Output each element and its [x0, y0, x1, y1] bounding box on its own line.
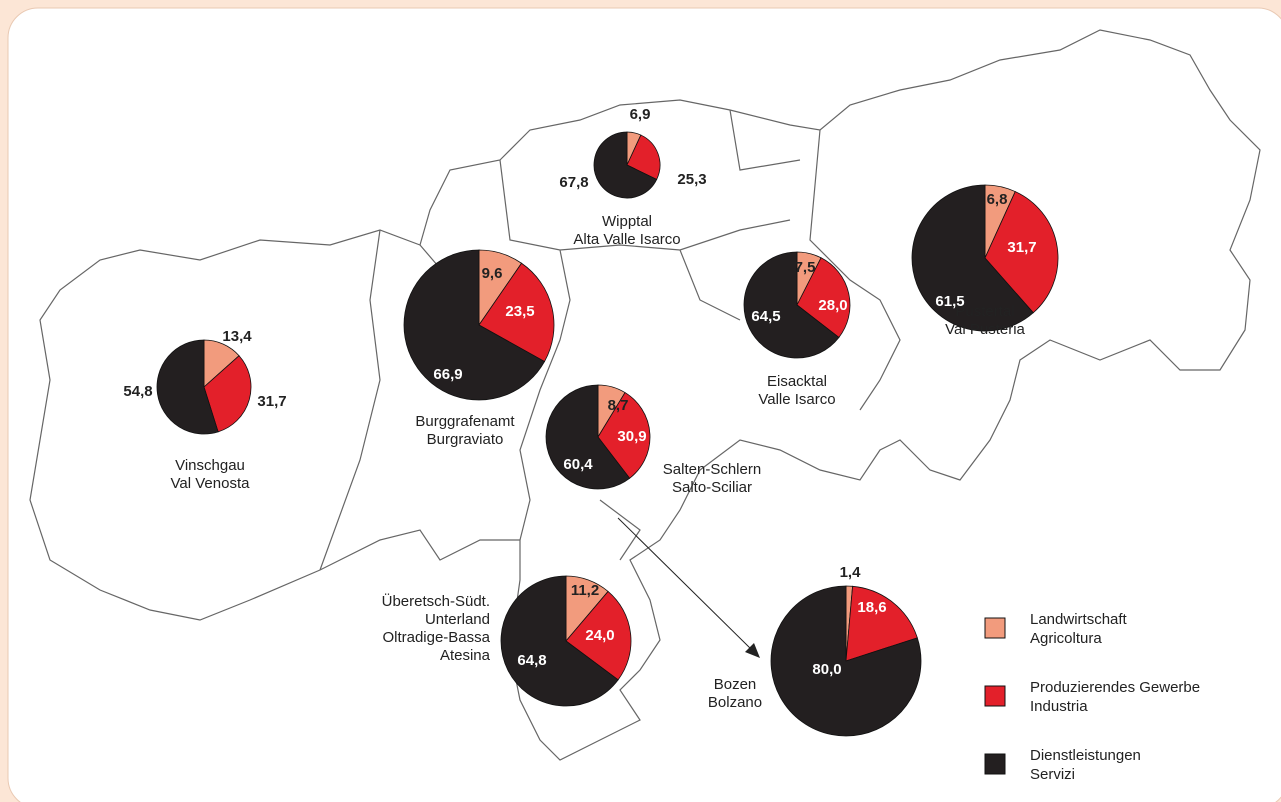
region-name: Atesina	[440, 647, 491, 664]
region-name: Überetsch-Südt.	[382, 592, 490, 610]
region-name: Vinschgau	[175, 457, 245, 474]
pie-slice	[796, 257, 851, 339]
value-label: 13,4	[222, 328, 252, 345]
value-label: 8,7	[608, 397, 629, 414]
value-label: 18,6	[857, 599, 886, 616]
region-name: Burgraviato	[427, 431, 504, 448]
value-label: 6,8	[987, 191, 1008, 208]
value-label: 31,7	[257, 393, 286, 410]
value-label: 28,0	[818, 297, 847, 314]
value-label: 66,9	[433, 366, 462, 383]
pie-slice	[545, 384, 631, 490]
legend-label: Servizi	[1030, 766, 1075, 783]
value-label: 80,0	[812, 661, 841, 678]
value-label: 11,2	[571, 582, 599, 599]
region-name: Bozen	[714, 676, 757, 693]
value-label: 25,3	[677, 171, 706, 188]
value-label: 60,4	[563, 456, 593, 473]
pie-slice	[984, 191, 1059, 314]
region-name: Wipptal	[602, 213, 652, 230]
region-name: Salto-Sciliar	[672, 479, 752, 496]
region-name: Bolzano	[708, 694, 762, 711]
pie-slice	[565, 590, 632, 681]
pie-slice	[593, 131, 658, 199]
value-label: 64,5	[751, 308, 780, 325]
pie-slice	[156, 339, 219, 435]
region-name: Salten-Schlern	[663, 461, 761, 478]
arrow-head	[745, 643, 760, 658]
pie-slice	[203, 355, 252, 433]
pie-slice	[500, 575, 619, 707]
value-label: 23,5	[505, 303, 534, 320]
region-name: Val Venosta	[171, 475, 251, 492]
value-label: 9,6	[482, 265, 503, 282]
value-label: 1,4	[840, 564, 862, 581]
pie-slice	[626, 134, 661, 180]
legend-swatch	[984, 617, 1006, 639]
legend-label: Dienstleistungen	[1030, 747, 1141, 764]
region-name: Val Pusteria	[945, 321, 1025, 338]
value-label: 31,7	[1007, 239, 1036, 256]
pie-slice	[597, 392, 651, 479]
legend-swatch	[984, 685, 1006, 707]
legend-swatch	[984, 753, 1006, 775]
region-name: Eisacktal	[767, 373, 827, 390]
value-label: 6,9	[630, 106, 651, 123]
legend: Landwirtschaft Agricoltura Produzierendes …	[984, 611, 1200, 783]
legend-label: Landwirtschaft	[1030, 611, 1128, 628]
region: 11,2 24,0 64,8 Überetsch-Südt.UnterlandOltr…	[382, 575, 632, 707]
legend-label: Agricoltura	[1030, 630, 1102, 647]
pie-slice	[911, 184, 1034, 332]
province-outline	[29, 29, 1261, 761]
value-label: 64,8	[517, 652, 546, 669]
pie-slice	[770, 585, 922, 737]
pie-slice	[478, 262, 555, 363]
pie-slice	[403, 249, 546, 401]
value-label: 67,8	[559, 174, 588, 191]
value-label: 61,5	[935, 293, 964, 310]
region-name: Oltradige-Bassa	[382, 629, 490, 646]
region-name: Valle Isarco	[758, 391, 835, 408]
legend-label: Industria	[1030, 698, 1088, 715]
region-name: Alta Valle Isarco	[573, 231, 680, 248]
pie-slice	[845, 585, 918, 662]
region-name: Unterland	[425, 611, 490, 628]
region-name: Pustertal	[955, 303, 1014, 320]
legend-label: Produzierendes Gewerbe	[1030, 679, 1200, 696]
pie-slice	[743, 251, 840, 359]
value-label: 7,5	[795, 259, 816, 276]
value-label: 54,8	[123, 383, 152, 400]
arrow	[617, 517, 753, 651]
value-label: 30,9	[617, 428, 646, 445]
value-label: 24,0	[585, 627, 614, 644]
region-name: Burggrafenamt	[415, 413, 515, 430]
